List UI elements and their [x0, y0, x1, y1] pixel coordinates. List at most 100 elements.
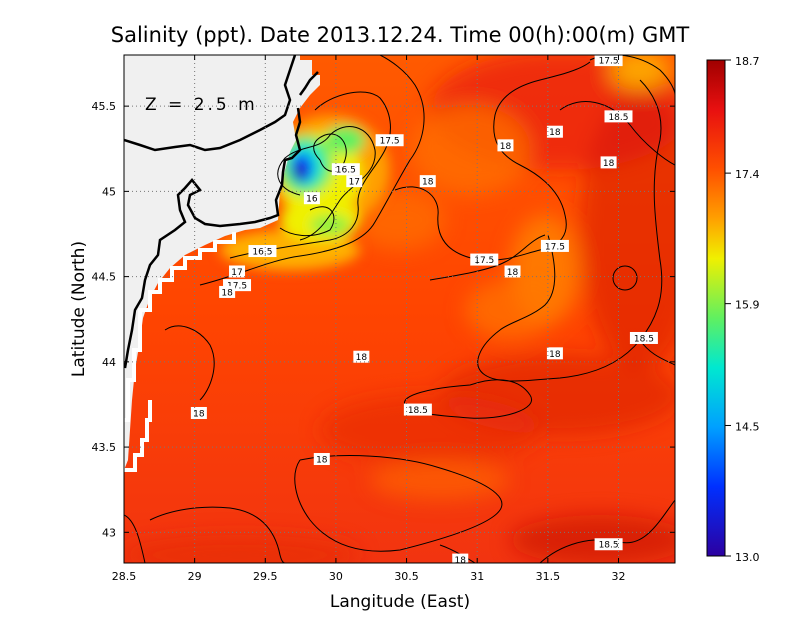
contour-label-bg: [419, 175, 436, 188]
contour-label-text: 18: [603, 159, 615, 169]
contour-label: 18: [504, 265, 521, 278]
coastline: [124, 55, 319, 369]
contour-label: 16.5: [331, 163, 360, 176]
contour-label-bg: [331, 163, 360, 176]
depth-annotation: Z = 2.5 m: [145, 95, 258, 115]
x-tick-label: 29: [188, 570, 202, 583]
x-axis-label: Langitude (East): [330, 592, 470, 612]
contour-label: 18.5: [604, 110, 633, 123]
contour-label-bg: [540, 239, 569, 252]
x-tick-label: 29.5: [253, 570, 278, 583]
colorbar-tick-label: 18.7: [735, 55, 760, 68]
contour-label-bg: [313, 453, 330, 466]
y-tick-label: 43: [102, 526, 116, 539]
contour-label-text: 17.5: [599, 57, 619, 67]
contour-label: 17.5: [375, 134, 404, 147]
contour-label-text: 18: [507, 268, 519, 278]
contour-label: 18.5: [594, 538, 623, 551]
contour-label-bg: [546, 347, 563, 360]
contour-label: 18.5: [403, 403, 432, 416]
contour-label-text: 18.5: [634, 334, 654, 344]
y-tick-label: 44.5: [92, 271, 117, 284]
y-tick-label: 44: [102, 356, 116, 369]
contour-label-bg: [229, 265, 246, 278]
colorbar-ticks: 18.7 17.4 15.9 14.5 13.0: [725, 55, 760, 564]
contour-label-bg: [303, 192, 320, 205]
contour-label-bg: [594, 55, 623, 67]
contour-label: 18: [546, 125, 563, 138]
contour-label-text: 16.5: [336, 166, 356, 176]
contour-label-text: 18: [356, 353, 368, 363]
contour-label: 17.5: [594, 55, 623, 67]
contour-label: 18: [600, 156, 617, 169]
contour-label: 16.5: [248, 245, 277, 258]
x-tick-label: 32: [611, 570, 625, 583]
plot-frame: [123, 54, 676, 564]
contour-label-text: 17.5: [227, 282, 247, 292]
contour-label-text: 18: [422, 178, 434, 188]
contour-label-text: 18: [316, 456, 328, 466]
contour-label-bg: [403, 403, 432, 416]
contour-label-bg: [248, 245, 277, 258]
contour-label: 18: [452, 553, 469, 566]
contour-label-text: 17.5: [380, 137, 400, 147]
grid-lines: [124, 55, 675, 563]
contour-label-bg: [452, 553, 469, 563]
contour-label-text: 17.5: [545, 242, 565, 252]
x-tick-label: 28.5: [112, 570, 137, 583]
y-tick-label: 45: [102, 185, 116, 198]
contour-label-bg: [604, 110, 633, 123]
contour-label-text: 16.5: [252, 248, 272, 258]
contour-label-text: 17.5: [474, 256, 494, 266]
x-tick-label: 31.5: [536, 570, 561, 583]
contour-label-text: 18: [455, 556, 467, 566]
y-tick-label: 43.5: [92, 441, 117, 454]
land-mass: [124, 55, 320, 470]
y-tick-label: 45.5: [92, 100, 117, 113]
contour-label-text: 18.5: [608, 113, 628, 123]
colorbar-tick-label: 13.0: [735, 551, 760, 564]
contour-label-bg: [546, 125, 563, 138]
x-axis: 28.5 29 29.5 30 30.5 31 31.5 32: [112, 55, 625, 583]
contour-lines: [124, 55, 675, 563]
contour-label: 18: [190, 406, 207, 419]
contour-label-text: 18: [549, 128, 561, 138]
chart-title: Salinity (ppt). Date 2013.12.24. Time 00…: [111, 23, 690, 47]
x-tick-label: 31: [470, 570, 484, 583]
contour-label-bg: [600, 156, 617, 169]
contour-label: 18.5: [629, 331, 658, 344]
contour-label: 18: [497, 139, 514, 152]
contour-label-text: 18.5: [408, 406, 428, 416]
contour-label: 17.5: [540, 239, 569, 252]
contour-label-bg: [629, 331, 658, 344]
contour-label: 16: [303, 192, 320, 205]
colorbar-tick-label: 14.5: [735, 420, 760, 433]
contour-label-bg: [594, 538, 623, 551]
contour-label: 17.5: [470, 253, 499, 266]
colorbar-tick-label: 17.4: [735, 168, 760, 181]
contour-label: 18: [546, 347, 563, 360]
x-tick-label: 30.5: [394, 570, 419, 583]
colorbar-tick-label: 15.9: [735, 299, 760, 312]
contour-label-text: 17: [231, 268, 242, 278]
y-axis: 43 43.5 44 44.5 45 45.5: [92, 100, 675, 539]
contour-label-text: 16: [306, 195, 318, 205]
contour-label-bg: [219, 285, 236, 298]
contour-label-bg: [375, 134, 404, 147]
contour-label: 18: [219, 285, 236, 298]
contour-label-bg: [497, 139, 514, 152]
colorbar: [706, 59, 726, 557]
contour-label: 18: [353, 350, 370, 363]
contour-label: 17: [229, 265, 246, 278]
contour-label-bg: [346, 175, 363, 188]
contour-label-text: 18.5: [599, 541, 619, 551]
contour-label-bg: [353, 350, 370, 363]
contour-label-text: 18: [193, 409, 205, 419]
contour-label-bg: [470, 253, 499, 266]
y-axis-label: Latitude (North): [69, 241, 89, 377]
contour-label: 17: [346, 175, 363, 188]
